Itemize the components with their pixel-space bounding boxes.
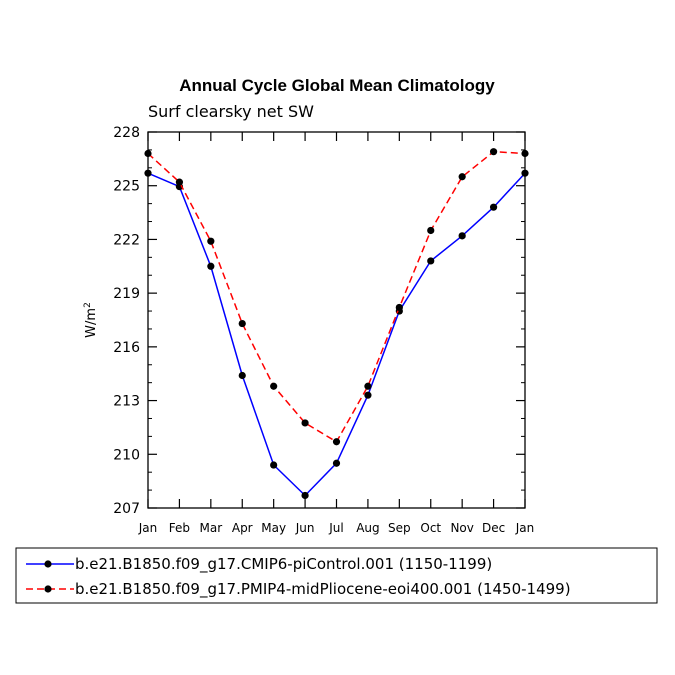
series-2-point bbox=[364, 382, 372, 390]
x-tick-label: May bbox=[261, 521, 286, 535]
series-2-point bbox=[144, 149, 152, 158]
x-axis-ticks: Jan Feb Mar Apr May Jun Jul Aug Sep Oct Nov Dec Jan bbox=[138, 132, 535, 535]
y-tick-label: 222 bbox=[113, 232, 140, 248]
series-2-point bbox=[427, 226, 435, 235]
series-1-point bbox=[207, 262, 215, 270]
legend-label-1: b.e21.B1850.f09_g17.CMIP6-piControl.001 … bbox=[75, 555, 492, 574]
series-1-point bbox=[270, 461, 278, 469]
y-tick-label: 216 bbox=[113, 340, 140, 356]
x-tick-label: Jul bbox=[328, 521, 343, 535]
series-1-point bbox=[364, 391, 372, 399]
series-2-point bbox=[489, 148, 498, 156]
x-tick-label: Jan bbox=[515, 521, 535, 535]
plot-axes bbox=[147, 131, 526, 509]
y-tick-label: 207 bbox=[113, 501, 140, 517]
y-axis-ticks: 207 210 213 216 219 222 225 228 bbox=[113, 125, 525, 517]
x-tick-label: Mar bbox=[200, 521, 223, 535]
y-axis-label: W/m2 bbox=[83, 302, 99, 338]
legend-label-2: b.e21.B1850.f09_g17.PMIP4-midPliocene-eo… bbox=[75, 580, 571, 599]
x-tick-label: Jan bbox=[138, 521, 158, 535]
series-2-point bbox=[207, 237, 215, 245]
x-tick-label: Feb bbox=[169, 521, 190, 535]
y-tick-label: 219 bbox=[113, 286, 140, 302]
legend-marker-2 bbox=[44, 585, 52, 593]
series-1-point bbox=[238, 371, 246, 380]
series-line-2 bbox=[147, 150, 526, 443]
series-2-point bbox=[521, 149, 529, 158]
legend: b.e21.B1850.f09_g17.CMIP6-piControl.001 … bbox=[15, 547, 658, 604]
plot-frame bbox=[147, 131, 526, 509]
legend-marker-1 bbox=[44, 560, 52, 568]
y-tick-label: 228 bbox=[113, 125, 140, 141]
series-2-point bbox=[301, 419, 309, 427]
series-2-point bbox=[270, 382, 278, 390]
series-1-point bbox=[144, 169, 152, 177]
series-2-point bbox=[332, 438, 341, 446]
y-tick-label: 225 bbox=[113, 179, 140, 195]
x-tick-label: Sep bbox=[388, 521, 411, 535]
series-2-point bbox=[175, 178, 184, 186]
x-tick-label: Nov bbox=[450, 521, 473, 535]
x-tick-label: Dec bbox=[482, 521, 505, 535]
y-axis-label-text: W/m bbox=[84, 308, 99, 338]
y-axis-label-superscript: 2 bbox=[83, 302, 93, 308]
y-tick-label: 210 bbox=[113, 447, 140, 463]
series-2-point bbox=[395, 303, 403, 312]
series-line-1 bbox=[147, 172, 526, 497]
legend-box bbox=[15, 547, 658, 604]
x-tick-label: Apr bbox=[232, 521, 253, 535]
x-tick-label: Aug bbox=[356, 521, 379, 535]
series-group bbox=[144, 148, 529, 500]
chart-title: Annual Cycle Global Mean Climatology bbox=[179, 76, 495, 95]
y-tick-label: 213 bbox=[113, 394, 140, 410]
series-1-point bbox=[521, 169, 529, 177]
series-2-point bbox=[458, 173, 466, 181]
series-1-point bbox=[489, 203, 498, 211]
series-1-point bbox=[301, 491, 309, 500]
series-1-point bbox=[332, 459, 341, 467]
x-tick-label: Jun bbox=[295, 521, 315, 535]
series-1-point bbox=[458, 232, 466, 240]
chart-subtitle: Surf clearsky net SW bbox=[148, 102, 314, 121]
series-2-point bbox=[238, 319, 246, 328]
x-tick-label: Oct bbox=[420, 521, 441, 535]
series-1-point bbox=[427, 257, 435, 265]
